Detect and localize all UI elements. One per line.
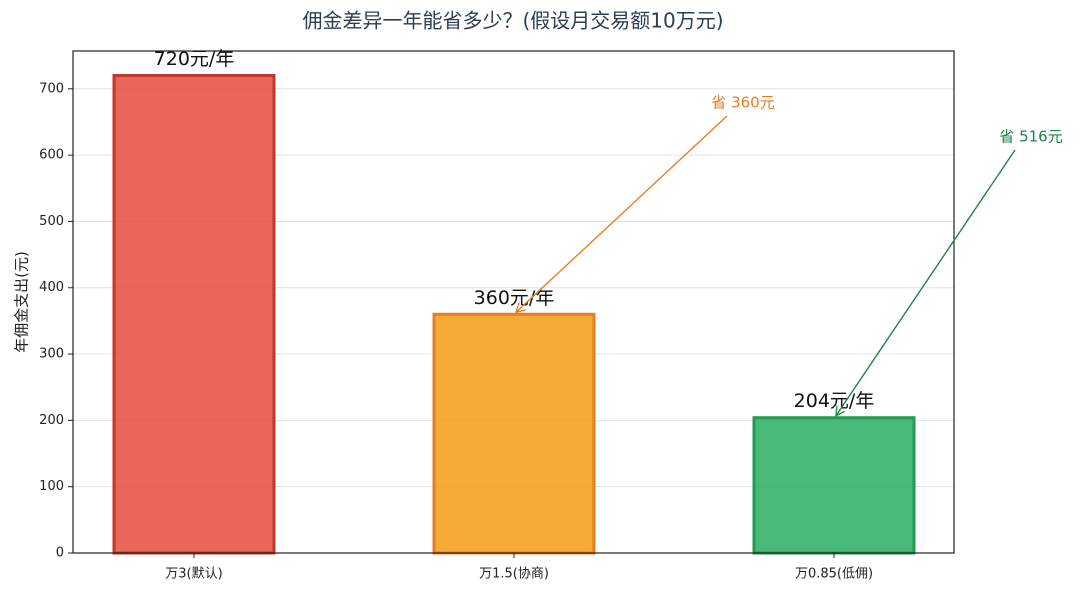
bar xyxy=(112,74,276,555)
x-tick-label: 万1.5(协商) xyxy=(479,567,549,582)
annotation-arrow xyxy=(836,149,1016,416)
value-label: 204元/年 xyxy=(794,390,875,412)
x-tick-label: 万3(默认) xyxy=(165,566,222,582)
y-tick-label: 400 xyxy=(39,280,64,295)
y-axis-label: 年佣金支出(元) xyxy=(13,251,31,353)
value-label: 720元/年 xyxy=(154,48,235,70)
y-tick-label: 200 xyxy=(39,413,64,428)
value-label: 360元/年 xyxy=(474,287,555,309)
y-tick-label: 500 xyxy=(39,214,64,229)
annotation-text: 省 360元 xyxy=(711,94,774,112)
y-tick-label: 700 xyxy=(39,81,64,96)
y-tick-label: 100 xyxy=(39,479,64,494)
bar xyxy=(752,416,916,555)
y-tick-label: 0 xyxy=(56,546,64,561)
annotation-text: 省 516元 xyxy=(999,128,1062,146)
y-tick-label: 600 xyxy=(39,148,64,163)
y-tick-label: 300 xyxy=(39,347,64,362)
annotation-arrow xyxy=(516,115,728,312)
chart-title: 佣金差异一年能省多少？(假设月交易额10万元) xyxy=(302,9,723,33)
x-tick-label: 万0.85(低佣) xyxy=(795,567,873,582)
plot-frame xyxy=(72,50,955,554)
bar xyxy=(432,312,596,555)
